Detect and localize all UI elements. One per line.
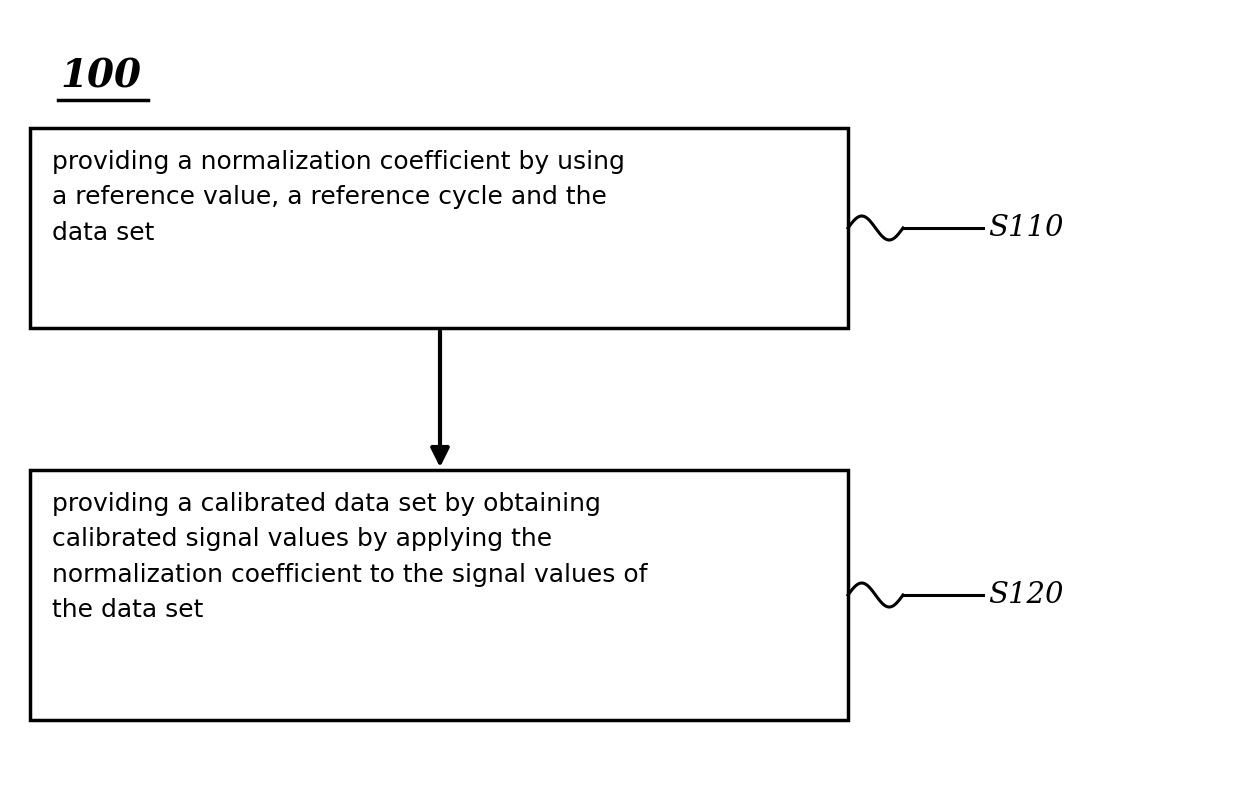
- Text: providing a normalization coefficient by using
a reference value, a reference cy: providing a normalization coefficient by…: [52, 150, 625, 245]
- Text: S110: S110: [988, 214, 1064, 242]
- Text: S120: S120: [988, 581, 1064, 609]
- Text: providing a calibrated data set by obtaining
calibrated signal values by applyin: providing a calibrated data set by obtai…: [52, 492, 647, 622]
- Bar: [30, 470, 848, 720]
- Bar: [30, 128, 848, 328]
- Text: 100: 100: [60, 58, 141, 96]
